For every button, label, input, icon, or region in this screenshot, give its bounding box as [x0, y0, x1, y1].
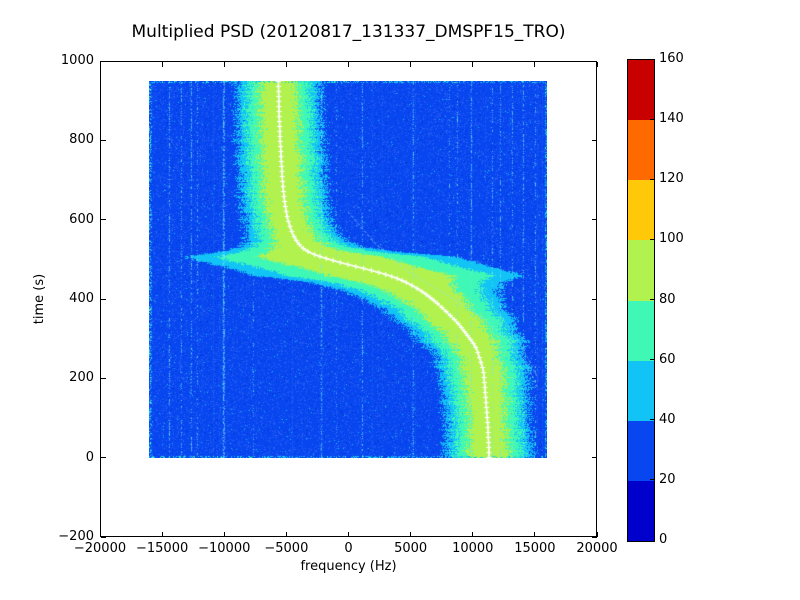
- x-tick-label: −20000: [73, 541, 127, 556]
- x-tick-top: [161, 61, 163, 67]
- x-tick-bottom: [410, 531, 412, 537]
- colorbar-tick-label: 0: [659, 532, 668, 547]
- colorbar-band: [628, 480, 654, 541]
- colorbar-band: [628, 420, 654, 481]
- y-tick-label: 800: [69, 132, 94, 148]
- colorbar-tick: [650, 238, 654, 240]
- x-tick-label: −15000: [136, 541, 189, 556]
- y-tick-label: 200: [69, 370, 94, 386]
- y-tick-left: [100, 457, 106, 459]
- colorbar-band: [628, 300, 654, 361]
- x-tick-label: −10000: [198, 541, 251, 556]
- x-tick-label: −5000: [264, 541, 309, 556]
- x-tick-top: [348, 61, 349, 67]
- y-tick-label: 400: [69, 291, 94, 306]
- colorbar-tick-label: 140: [659, 111, 684, 127]
- colorbar-band: [628, 120, 654, 181]
- x-tick-bottom: [596, 531, 598, 537]
- colorbar-tick-label: 20: [659, 471, 676, 487]
- colorbar-tick-label: 40: [659, 411, 676, 427]
- y-tick-right: [591, 60, 597, 62]
- x-tick-top: [223, 61, 225, 67]
- colorbar-tick-label: 100: [659, 231, 684, 247]
- y-tick-label: 600: [69, 211, 94, 227]
- x-tick-top: [472, 61, 474, 67]
- x-tick-bottom: [99, 531, 101, 537]
- y-tick-left: [100, 139, 106, 141]
- y-tick-left: [100, 60, 106, 62]
- colorbar-tick: [650, 419, 654, 421]
- y-tick-left: [100, 219, 106, 221]
- y-tick-right: [591, 457, 597, 459]
- colorbar-tick-label: 80: [659, 291, 676, 307]
- y-tick-right: [591, 219, 597, 221]
- colorbar-band: [628, 180, 654, 241]
- x-tick-bottom: [348, 531, 349, 537]
- x-tick-bottom: [223, 531, 225, 537]
- colorbar-band: [628, 240, 654, 301]
- y-tick-label: 1000: [60, 53, 94, 68]
- y-tick-left: [100, 298, 106, 300]
- x-tick-bottom: [285, 531, 287, 537]
- y-tick-right: [591, 377, 597, 379]
- colorbar: [627, 59, 655, 542]
- y-tick-left: [100, 536, 106, 538]
- x-tick-label: 5000: [394, 541, 428, 556]
- y-tick-label: −200: [58, 529, 94, 544]
- x-tick-label: 15000: [514, 541, 556, 556]
- colorbar-tick: [650, 359, 654, 361]
- colorbar-tick: [650, 118, 654, 120]
- y-tick-right: [591, 536, 597, 538]
- x-tick-top: [534, 61, 536, 67]
- x-tick-top: [285, 61, 287, 67]
- colorbar-tick-label: 160: [659, 51, 684, 66]
- colorbar-tick-label: 120: [659, 171, 684, 187]
- x-tick-bottom: [161, 531, 163, 537]
- colorbar-tick-label: 60: [659, 351, 676, 367]
- x-tick-top: [410, 61, 412, 67]
- y-tick-right: [591, 139, 597, 141]
- x-tick-label: 10000: [452, 541, 494, 556]
- x-tick-label: 20000: [576, 541, 618, 556]
- heatmap-image: [149, 81, 547, 458]
- y-tick-right: [591, 298, 597, 300]
- x-tick-top: [596, 61, 598, 67]
- colorbar-band: [628, 60, 654, 121]
- y-tick-label: 0: [85, 449, 94, 465]
- x-tick-bottom: [534, 531, 536, 537]
- colorbar-tick: [650, 299, 654, 300]
- chart-title: Multiplied PSD (20120817_131337_DMSPF15_…: [131, 22, 566, 42]
- colorbar-tick: [650, 479, 654, 481]
- y-tick-left: [100, 377, 106, 379]
- colorbar-tick: [650, 178, 654, 180]
- x-tick-label: 0: [344, 541, 353, 556]
- y-axis-label: time (s): [32, 273, 47, 325]
- colorbar-band: [628, 360, 654, 421]
- x-axis-label: frequency (Hz): [300, 559, 397, 574]
- x-tick-top: [99, 61, 101, 67]
- x-tick-bottom: [472, 531, 474, 537]
